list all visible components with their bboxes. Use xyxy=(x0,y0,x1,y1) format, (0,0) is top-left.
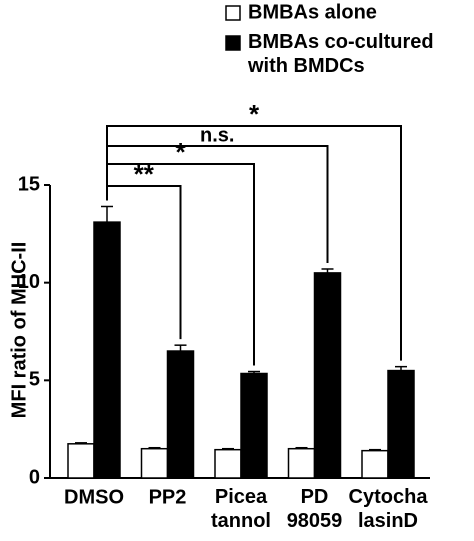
bar xyxy=(93,221,121,479)
bar xyxy=(67,443,95,479)
y-tick-label: 5 xyxy=(29,369,40,391)
bar xyxy=(240,372,268,479)
y-tick-label: 10 xyxy=(18,271,40,293)
legend-swatch xyxy=(225,35,241,51)
significance-label: ** xyxy=(134,159,155,189)
x-tick-label: DMSO xyxy=(64,486,124,508)
significance-label: * xyxy=(175,137,186,167)
y-tick-label: 0 xyxy=(29,466,40,488)
bar xyxy=(214,448,242,479)
bar xyxy=(166,350,195,479)
bar xyxy=(140,447,169,479)
significance-label: n.s. xyxy=(200,124,234,146)
y-axis-label: MFI ratio of MHC-II xyxy=(8,242,30,419)
significance-bracket xyxy=(106,125,402,361)
x-tick-label: Picea tannol xyxy=(211,486,271,532)
bar xyxy=(313,272,342,479)
bar xyxy=(387,369,415,479)
x-tick-label: PP2 xyxy=(149,486,187,508)
legend-label: BMBAs alone xyxy=(248,1,377,23)
x-tick-label: Cytocha lasinD xyxy=(349,486,429,532)
legend-label: BMBAs co-cultured with BMDCs xyxy=(247,31,434,77)
x-tick-label: PD 98059 xyxy=(287,486,343,532)
bar xyxy=(287,447,316,479)
y-tick-label: 15 xyxy=(18,173,40,195)
significance-label: * xyxy=(249,99,260,129)
legend-swatch xyxy=(225,5,241,21)
bar xyxy=(361,449,389,479)
